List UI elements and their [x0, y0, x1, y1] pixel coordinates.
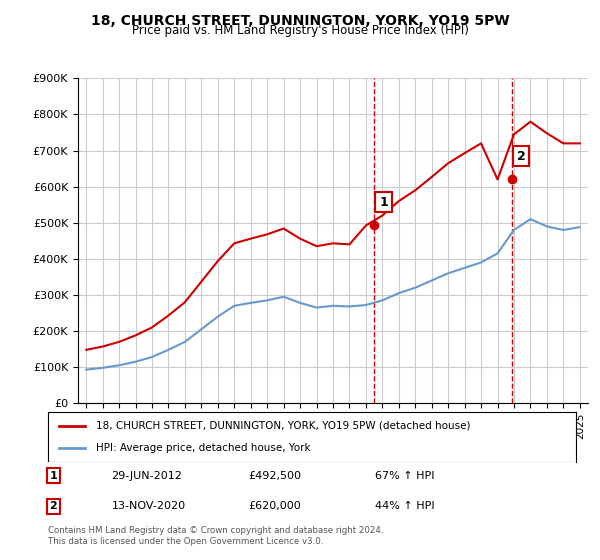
Text: 67% ↑ HPI: 67% ↑ HPI — [376, 470, 435, 480]
Text: 2: 2 — [517, 150, 526, 162]
Text: 18, CHURCH STREET, DUNNINGTON, YORK, YO19 5PW (detached house): 18, CHURCH STREET, DUNNINGTON, YORK, YO1… — [95, 421, 470, 431]
Text: 1: 1 — [379, 195, 388, 209]
Text: £492,500: £492,500 — [248, 470, 302, 480]
Text: 1: 1 — [49, 470, 57, 480]
Text: 2: 2 — [49, 501, 57, 511]
Text: 29-JUN-2012: 29-JUN-2012 — [112, 470, 182, 480]
Text: Contains HM Land Registry data © Crown copyright and database right 2024.
This d: Contains HM Land Registry data © Crown c… — [48, 526, 383, 546]
Text: £620,000: £620,000 — [248, 501, 301, 511]
Text: HPI: Average price, detached house, York: HPI: Average price, detached house, York — [95, 443, 310, 453]
Text: Price paid vs. HM Land Registry's House Price Index (HPI): Price paid vs. HM Land Registry's House … — [131, 24, 469, 37]
Text: 44% ↑ HPI: 44% ↑ HPI — [376, 501, 435, 511]
Text: 18, CHURCH STREET, DUNNINGTON, YORK, YO19 5PW: 18, CHURCH STREET, DUNNINGTON, YORK, YO1… — [91, 14, 509, 28]
Text: 13-NOV-2020: 13-NOV-2020 — [112, 501, 185, 511]
